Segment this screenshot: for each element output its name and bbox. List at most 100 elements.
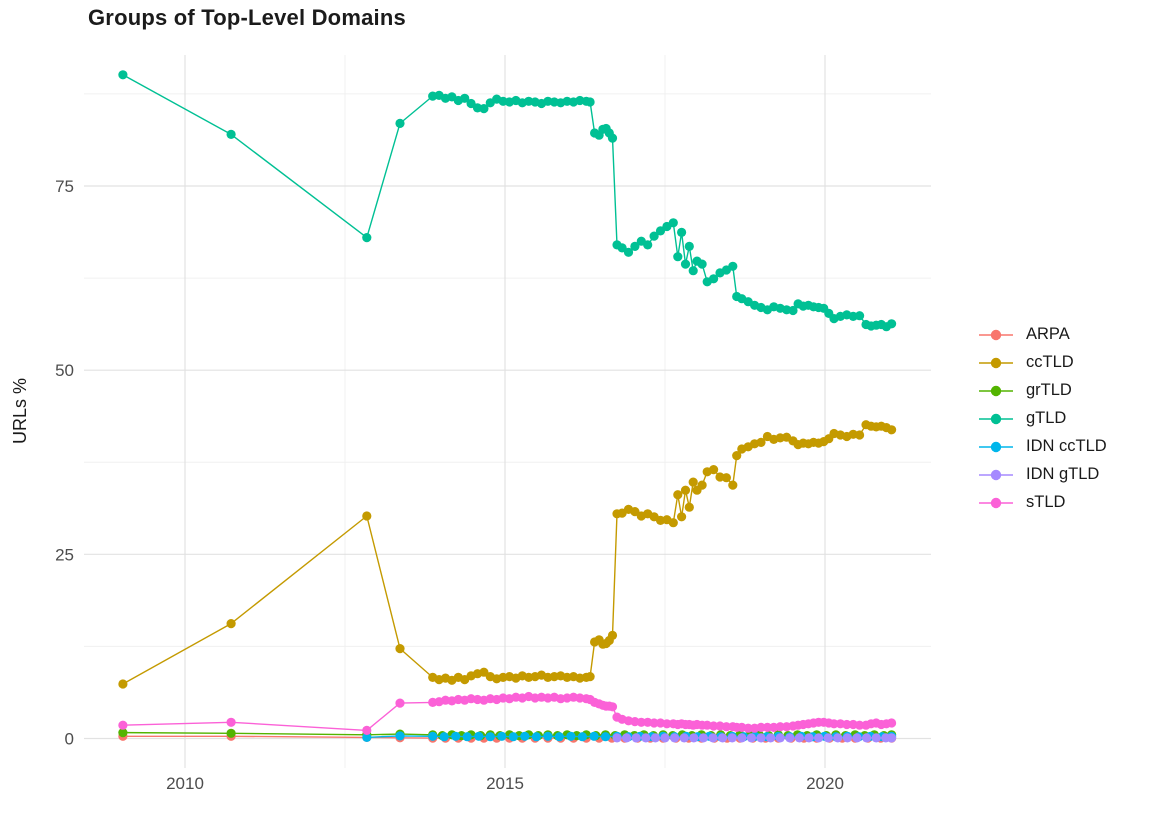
data-point: [439, 732, 449, 742]
data-point: [662, 719, 672, 729]
data-point: [474, 731, 484, 741]
x-tick-label: 2015: [486, 774, 524, 793]
data-point: [362, 725, 372, 736]
data-point: [737, 733, 747, 743]
data-point: [607, 133, 618, 143]
data-point: [673, 252, 683, 262]
data-point: [727, 733, 737, 743]
data-point: [788, 305, 798, 316]
legend-label: IDN gTLD: [1026, 465, 1100, 483]
data-point: [118, 70, 128, 80]
x-tick-label: 2010: [166, 774, 204, 793]
data-point: [855, 430, 865, 440]
series-stld: [118, 691, 897, 736]
data-point: [862, 733, 872, 743]
data-point: [842, 719, 852, 730]
series-cctld: [118, 420, 897, 689]
data-point: [670, 733, 680, 743]
data-point: [708, 733, 718, 743]
data-point: [684, 241, 694, 251]
data-point: [829, 719, 839, 729]
data-point: [756, 722, 766, 733]
legend-key-icon: [979, 385, 1013, 396]
x-tick-label: 2020: [806, 774, 844, 793]
data-point: [462, 732, 472, 742]
data-point: [668, 518, 678, 528]
data-point: [655, 226, 666, 236]
legend-key-icon: [979, 469, 1013, 480]
legend-item-idn-gtld: IDN gTLD: [978, 464, 1107, 485]
legend-label: IDN ccTLD: [1026, 437, 1107, 455]
legend-key-icon: [979, 329, 1013, 340]
data-point: [823, 733, 833, 743]
data-point: [460, 93, 470, 103]
y-tick-label: 75: [55, 177, 74, 196]
data-point: [804, 733, 814, 743]
data-point: [887, 718, 897, 728]
data-point: [362, 511, 372, 521]
data-point: [226, 129, 236, 139]
data-point: [485, 732, 495, 742]
y-tick-label: 0: [65, 729, 74, 748]
data-point: [395, 731, 405, 741]
data-point: [688, 477, 698, 487]
data-point: [607, 630, 618, 641]
data-point: [680, 259, 691, 269]
data-point: [709, 465, 719, 475]
data-point: [643, 240, 653, 250]
data-point: [855, 311, 865, 321]
data-point: [728, 261, 738, 271]
legend-key-icon: [979, 441, 1013, 452]
data-point: [636, 717, 646, 727]
legend-item-idn-cctld: IDN ccTLD: [978, 436, 1107, 457]
chart-title: Groups of Top-Level Domains: [88, 5, 406, 30]
data-point: [508, 732, 518, 742]
data-point: [677, 512, 687, 522]
data-point: [630, 241, 640, 251]
data-point: [622, 733, 632, 743]
legend-item-stld: sTLD: [978, 492, 1107, 513]
data-point: [566, 731, 576, 741]
data-point: [623, 247, 634, 257]
data-point: [855, 720, 865, 730]
legend-item-grtld: grTLD: [978, 380, 1107, 401]
data-point: [631, 733, 641, 743]
data-point: [709, 274, 719, 284]
data-point: [762, 722, 773, 733]
data-point: [395, 698, 405, 708]
data-point: [362, 732, 372, 743]
data-point: [775, 733, 785, 743]
data-point: [698, 733, 709, 743]
data-point: [650, 733, 661, 743]
y-tick-label: 25: [55, 545, 74, 564]
data-point: [697, 259, 707, 269]
data-point: [673, 490, 683, 500]
data-point: [756, 437, 766, 447]
data-point: [362, 233, 372, 243]
data-point: [697, 480, 707, 490]
data-point: [842, 733, 853, 743]
legend-label: gTLD: [1026, 409, 1067, 427]
data-point: [543, 731, 553, 741]
data-point: [688, 266, 698, 276]
data-point: [226, 619, 236, 629]
data-point: [684, 502, 694, 512]
data-point: [577, 732, 588, 742]
data-point: [520, 731, 530, 741]
data-point: [871, 733, 881, 743]
legend-label: grTLD: [1026, 381, 1072, 399]
data-point: [607, 702, 618, 712]
data-point: [689, 733, 699, 743]
data-point: [497, 731, 507, 741]
data-point: [814, 733, 824, 743]
data-point: [775, 722, 785, 732]
y-tick-label: 50: [55, 361, 74, 380]
data-point: [466, 98, 476, 109]
legend-item-arpa: ARPA: [978, 324, 1107, 345]
data-point: [852, 733, 862, 743]
series-line: [122, 74, 892, 328]
data-point: [721, 722, 732, 732]
data-point: [732, 451, 742, 461]
